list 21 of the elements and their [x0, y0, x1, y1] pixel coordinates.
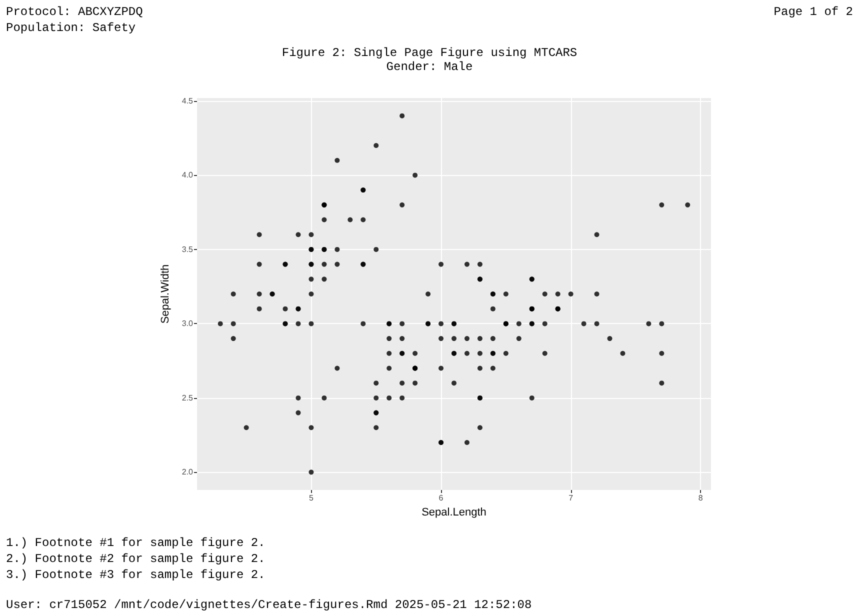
y-tick-label: 4.0: [182, 170, 194, 180]
y-tick-label: 2.5: [182, 393, 194, 402]
y-tick-label: 4.5: [182, 96, 194, 106]
text: Protocol: ABCXYZPDQ: [6, 5, 143, 19]
y-tick-label: 3.5: [182, 244, 194, 254]
y-axis-title: Sepal.Width: [159, 264, 172, 324]
x-tick-label: 6: [438, 494, 444, 502]
chart-title: Figure 2: Single Page Figure using MTCARS: [282, 46, 578, 60]
y-tick-label: 2.0: [182, 468, 194, 477]
text: Page 1 of 2: [774, 5, 854, 19]
x-tick-label: 5: [308, 494, 314, 502]
x-tick-label: 7: [568, 494, 574, 502]
text: User: cr715052 /mnt/code/vignettes/Create-figures.Rmd 2025-05-21 12:52:08: [6, 598, 532, 612]
text: 1.) Footnote #1 for sample figure 2.: [6, 536, 266, 550]
x-axis-title: Sepal.Length: [422, 506, 486, 518]
chart-subtitle: Gender: Male: [386, 60, 473, 74]
x-tick-label: 8: [698, 494, 704, 502]
text: 2.) Footnote #2 for sample figure 2.: [6, 552, 266, 566]
text: 3.) Footnote #3 for sample figure 2.: [6, 568, 266, 582]
y-tick-label: 3.0: [182, 319, 194, 328]
text: Population: Safety: [6, 21, 136, 35]
